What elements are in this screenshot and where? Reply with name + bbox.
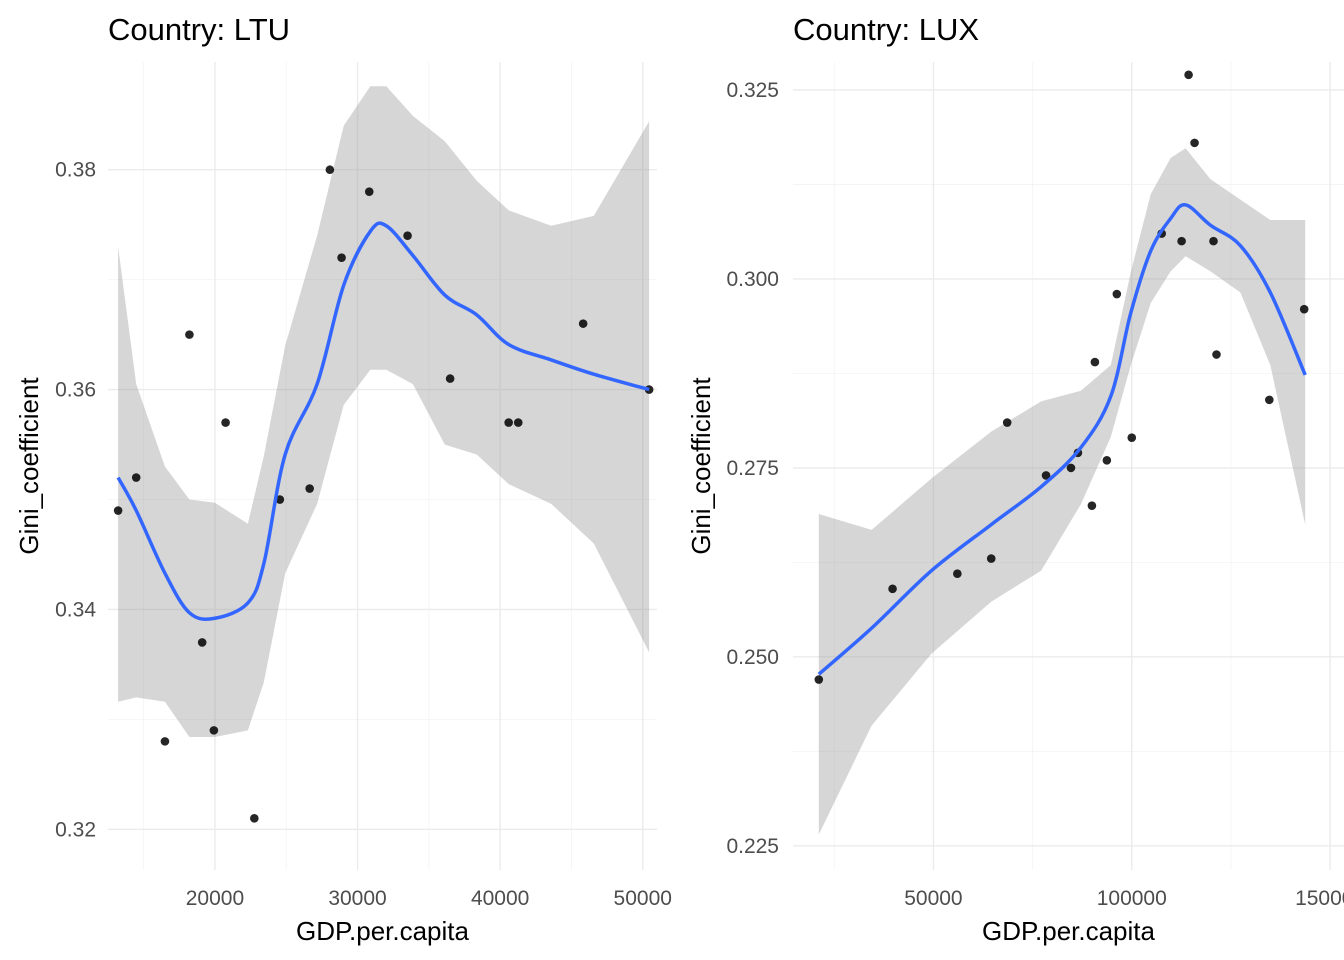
data-point (1127, 433, 1137, 442)
x-tick-label: 100000 (1097, 887, 1167, 910)
data-point (1087, 501, 1097, 510)
data-point (1299, 304, 1309, 314)
y-axis-label: Gini_coefficient (686, 377, 716, 555)
data-point (113, 506, 123, 515)
data-point (814, 675, 824, 684)
y-tick-label: 0.225 (726, 835, 779, 858)
data-point (337, 253, 346, 262)
data-point (185, 330, 194, 339)
data-point (1190, 138, 1199, 148)
data-point (250, 814, 259, 823)
data-point (1209, 236, 1218, 246)
y-tick-label: 0.34 (55, 598, 96, 621)
x-tick-label: 50000 (614, 887, 672, 910)
data-point (209, 726, 219, 735)
smooth-line (116, 221, 650, 621)
data-point (325, 165, 335, 175)
data-point (1002, 418, 1012, 427)
data-point (1066, 463, 1076, 473)
data-point (1102, 456, 1112, 465)
data-point (160, 737, 170, 746)
data-point (445, 374, 455, 383)
y-axis-label: Gini_coefficient (14, 377, 44, 555)
data-point (1265, 395, 1274, 405)
data-point (275, 495, 285, 504)
data-point (1041, 471, 1051, 480)
y-tick-label: 0.32 (55, 818, 96, 841)
y-tick-label: 0.275 (726, 457, 779, 480)
data-point (504, 418, 513, 427)
data-point (513, 418, 523, 427)
y-tick-label: 0.325 (726, 79, 779, 102)
panel-lux: 50000 100000 150000 0.225 0.250 0.275 0.300 0.3… (686, 12, 1344, 946)
data-point (1112, 289, 1122, 299)
data-point (364, 187, 374, 197)
x-tick-label: 150000 (1295, 887, 1344, 910)
y-tick-label: 0.36 (55, 379, 96, 402)
data-point (403, 231, 412, 240)
x-axis-label: GDP.per.capita (296, 916, 470, 946)
data-point (1212, 350, 1221, 359)
data-point (305, 484, 314, 493)
data-point (1177, 236, 1186, 246)
panel-ltu: 20000 30000 40000 50000 0.32 0.34 0.36 0.38 Coun… (14, 12, 672, 946)
data-point (197, 638, 207, 647)
data-point (221, 418, 230, 427)
x-tick-label: 20000 (186, 887, 244, 910)
panel-title: Country: LTU (108, 12, 290, 47)
data-point (986, 554, 996, 563)
data-point (131, 473, 141, 482)
data-point (888, 584, 897, 594)
smooth-line (817, 203, 1307, 676)
confidence-ribbon (818, 148, 1306, 835)
x-tick-label: 40000 (471, 887, 529, 910)
y-tick-label: 0.250 (726, 646, 779, 669)
x-axis-label: GDP.per.capita (982, 916, 1156, 946)
y-tick-label: 0.300 (726, 268, 779, 291)
y-tick-label: 0.38 (55, 159, 96, 182)
panel-title: Country: LUX (793, 12, 979, 47)
data-point (1090, 357, 1100, 367)
x-tick-label: 50000 (904, 887, 962, 910)
confidence-ribbon (118, 86, 650, 737)
x-tick-label: 30000 (328, 887, 386, 910)
data-point (1184, 70, 1193, 80)
data-point (953, 569, 962, 579)
data-point (578, 319, 588, 328)
